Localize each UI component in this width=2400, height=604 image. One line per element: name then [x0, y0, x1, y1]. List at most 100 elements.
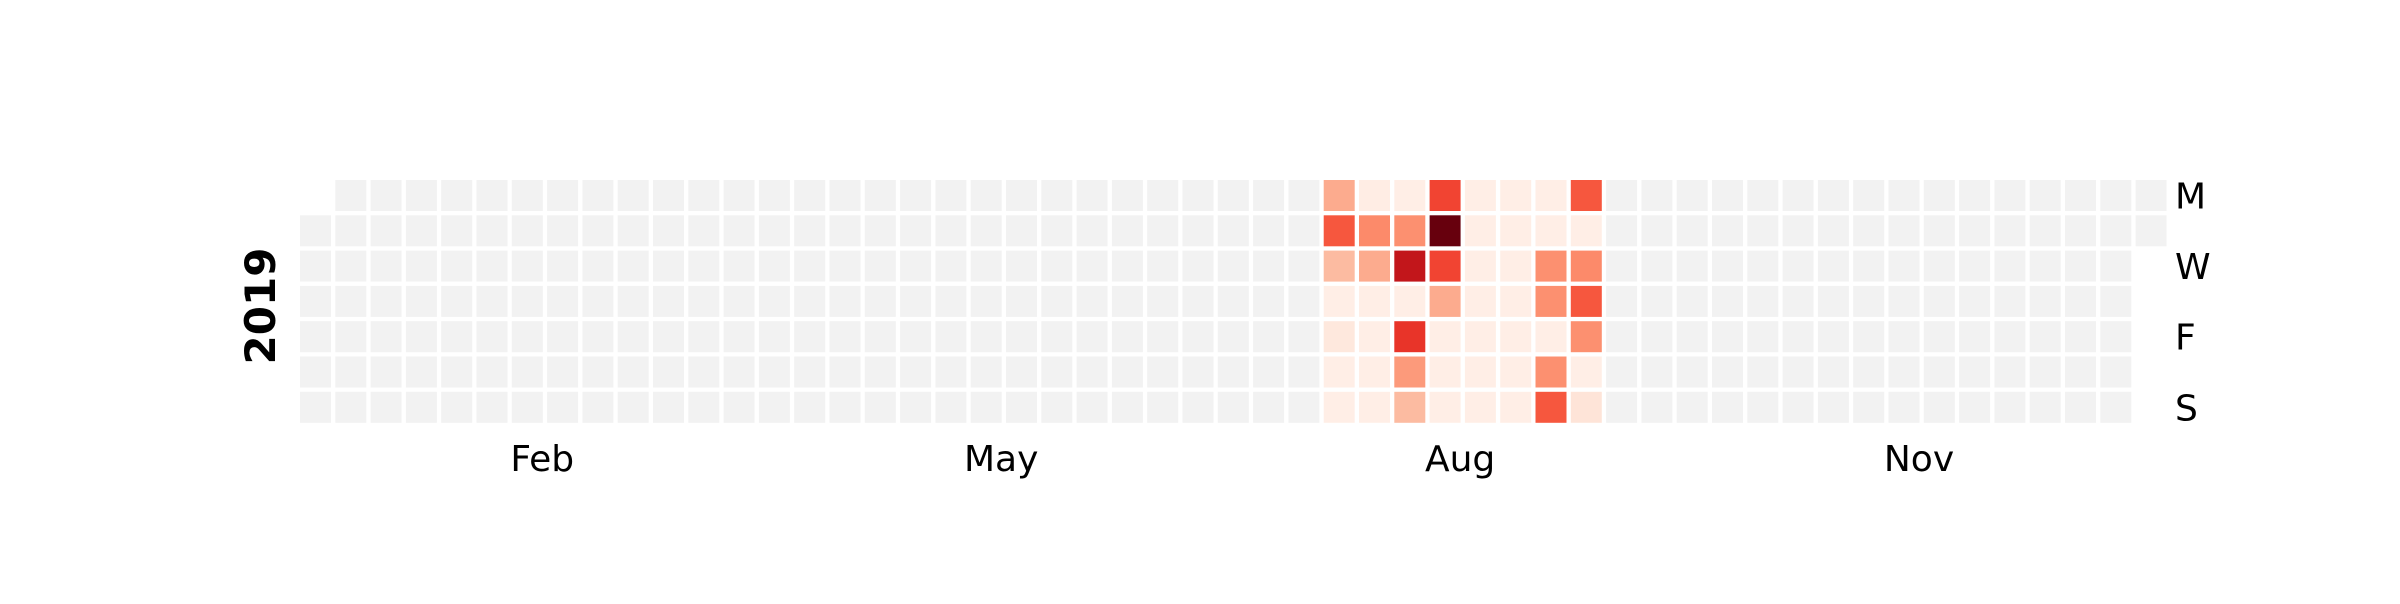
heatmap-cell [900, 391, 932, 423]
heatmap-cell [723, 180, 755, 211]
heatmap-cell [794, 250, 826, 282]
heatmap-cell [511, 215, 543, 247]
heatmap-cell [900, 250, 932, 282]
heatmap-cell [1182, 285, 1214, 317]
heatmap-cell [1817, 391, 1849, 423]
heatmap-cell [2100, 356, 2132, 388]
heatmap-cell [511, 321, 543, 353]
heatmap-cell [1253, 391, 1285, 423]
heatmap-cell [970, 180, 1002, 211]
heatmap-cell [547, 215, 579, 247]
heatmap-cell [1359, 180, 1390, 211]
heatmap-cell [1006, 321, 1037, 353]
heatmap-cell [2029, 180, 2061, 211]
heatmap-cell [864, 356, 896, 388]
heatmap-cell [970, 391, 1002, 423]
heatmap-cell [935, 391, 967, 423]
heatmap-cell [1323, 250, 1355, 282]
heatmap-cell [1500, 321, 1532, 353]
heatmap-cell [335, 391, 367, 423]
heatmap-cell [2100, 285, 2132, 317]
heatmap-cell [1041, 180, 1073, 211]
heatmap-cell [476, 321, 508, 353]
heatmap-cell [405, 180, 437, 211]
heatmap-cell [1323, 180, 1355, 211]
heatmap-cell [2065, 356, 2096, 388]
heatmap-cell [1535, 285, 1567, 317]
heatmap-cell [300, 250, 331, 282]
heatmap-cell [794, 356, 826, 388]
heatmap-cell [1429, 356, 1461, 388]
heatmap-cell [758, 215, 790, 247]
heatmap-cell [829, 250, 861, 282]
heatmap-cell [794, 285, 826, 317]
heatmap-cell [2100, 321, 2132, 353]
day-label-m: M [2175, 177, 2206, 218]
heatmap-cell [723, 356, 755, 388]
heatmap-cell [1959, 215, 1991, 247]
heatmap-cell [1606, 321, 1638, 353]
heatmap-cell [864, 215, 896, 247]
heatmap-cell [1782, 321, 1814, 353]
heatmap-cell [1923, 250, 1955, 282]
heatmap-cell [476, 356, 508, 388]
heatmap-cell [1006, 356, 1037, 388]
heatmap-cell [1147, 391, 1179, 423]
heatmap-cell [1041, 321, 1073, 353]
heatmap-cell [2029, 321, 2061, 353]
heatmap-cell [758, 180, 790, 211]
heatmap-cell [1570, 391, 1602, 423]
heatmap-cell [1076, 180, 1108, 211]
heatmap-cell [1606, 391, 1638, 423]
heatmap-cell [1641, 285, 1673, 317]
heatmap-cell [1076, 250, 1108, 282]
heatmap-cell [1888, 321, 1920, 353]
heatmap-cell [582, 321, 614, 353]
heatmap-cell [653, 180, 684, 211]
heatmap-cell [370, 180, 402, 211]
heatmap-cell [1570, 321, 1602, 353]
heatmap-cell [476, 391, 508, 423]
heatmap-cell [476, 180, 508, 211]
heatmap-cell [1676, 215, 1708, 247]
heatmap-cell [2029, 250, 2061, 282]
month-label-feb: Feb [510, 439, 574, 480]
heatmap-cell [1817, 285, 1849, 317]
heatmap-cell [1253, 285, 1285, 317]
heatmap-cell [1606, 215, 1638, 247]
heatmap-cell [370, 391, 402, 423]
heatmap-cell [1676, 250, 1708, 282]
heatmap-cell [723, 391, 755, 423]
heatmap-cell [1747, 356, 1779, 388]
heatmap-cell [511, 285, 543, 317]
heatmap-cell [1253, 356, 1285, 388]
heatmap-cell [2135, 180, 2167, 211]
heatmap-cell [1147, 215, 1179, 247]
heatmap-cell [1994, 215, 2026, 247]
heatmap-cell [2029, 391, 2061, 423]
heatmap-cell [1994, 285, 2026, 317]
heatmap-cell [2065, 180, 2096, 211]
heatmap-cell [405, 285, 437, 317]
heatmap-cell [653, 250, 684, 282]
heatmap-cell [1394, 180, 1426, 211]
heatmap-cell [1782, 250, 1814, 282]
heatmap-cell [1359, 250, 1390, 282]
heatmap-cell [1606, 250, 1638, 282]
heatmap-cell [2065, 285, 2096, 317]
heatmap-cell [1288, 180, 1320, 211]
day-label-w: W [2175, 247, 2211, 288]
heatmap-cell [582, 391, 614, 423]
heatmap-cell [1323, 391, 1355, 423]
heatmap-cell [1500, 250, 1532, 282]
heatmap-cell [1500, 215, 1532, 247]
heatmap-cell [653, 285, 684, 317]
heatmap-cell [405, 321, 437, 353]
heatmap-cell [1817, 180, 1849, 211]
heatmap-cell [864, 250, 896, 282]
heatmap-cell [688, 215, 720, 247]
heatmap-cell [1959, 391, 1991, 423]
heatmap-cell [1570, 356, 1602, 388]
heatmap-cell [617, 180, 649, 211]
heatmap-cell [794, 391, 826, 423]
